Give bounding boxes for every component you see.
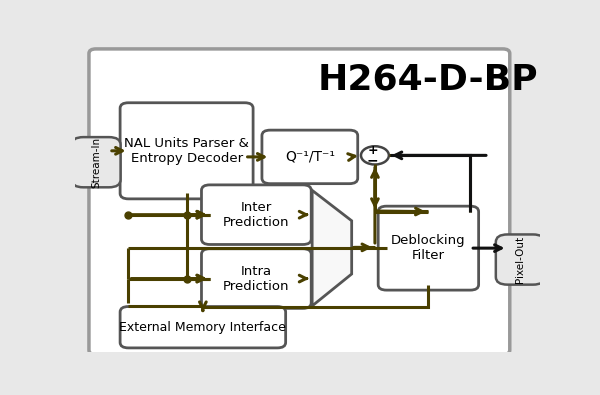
FancyBboxPatch shape [378, 206, 479, 290]
Text: −: − [367, 154, 379, 168]
FancyBboxPatch shape [120, 307, 286, 348]
Text: +: + [368, 144, 378, 157]
Text: Q⁻¹/T⁻¹: Q⁻¹/T⁻¹ [285, 150, 335, 164]
FancyBboxPatch shape [496, 235, 545, 285]
FancyBboxPatch shape [262, 130, 358, 184]
Text: NAL Units Parser &
Entropy Decoder: NAL Units Parser & Entropy Decoder [124, 137, 249, 165]
FancyBboxPatch shape [120, 103, 253, 199]
FancyBboxPatch shape [72, 137, 121, 187]
FancyBboxPatch shape [202, 185, 311, 245]
Text: Intra
Prediction: Intra Prediction [223, 265, 290, 293]
Text: Inter
Prediction: Inter Prediction [223, 201, 290, 229]
Text: H264-D-BP: H264-D-BP [318, 62, 539, 96]
Text: Pixel-Out: Pixel-Out [515, 236, 525, 283]
FancyBboxPatch shape [89, 49, 510, 355]
Text: Stream-In: Stream-In [91, 137, 101, 188]
Polygon shape [312, 190, 352, 306]
Circle shape [361, 146, 389, 164]
Text: External Memory Interface: External Memory Interface [119, 321, 286, 334]
Text: Deblocking
Filter: Deblocking Filter [391, 234, 466, 262]
FancyBboxPatch shape [202, 249, 311, 308]
